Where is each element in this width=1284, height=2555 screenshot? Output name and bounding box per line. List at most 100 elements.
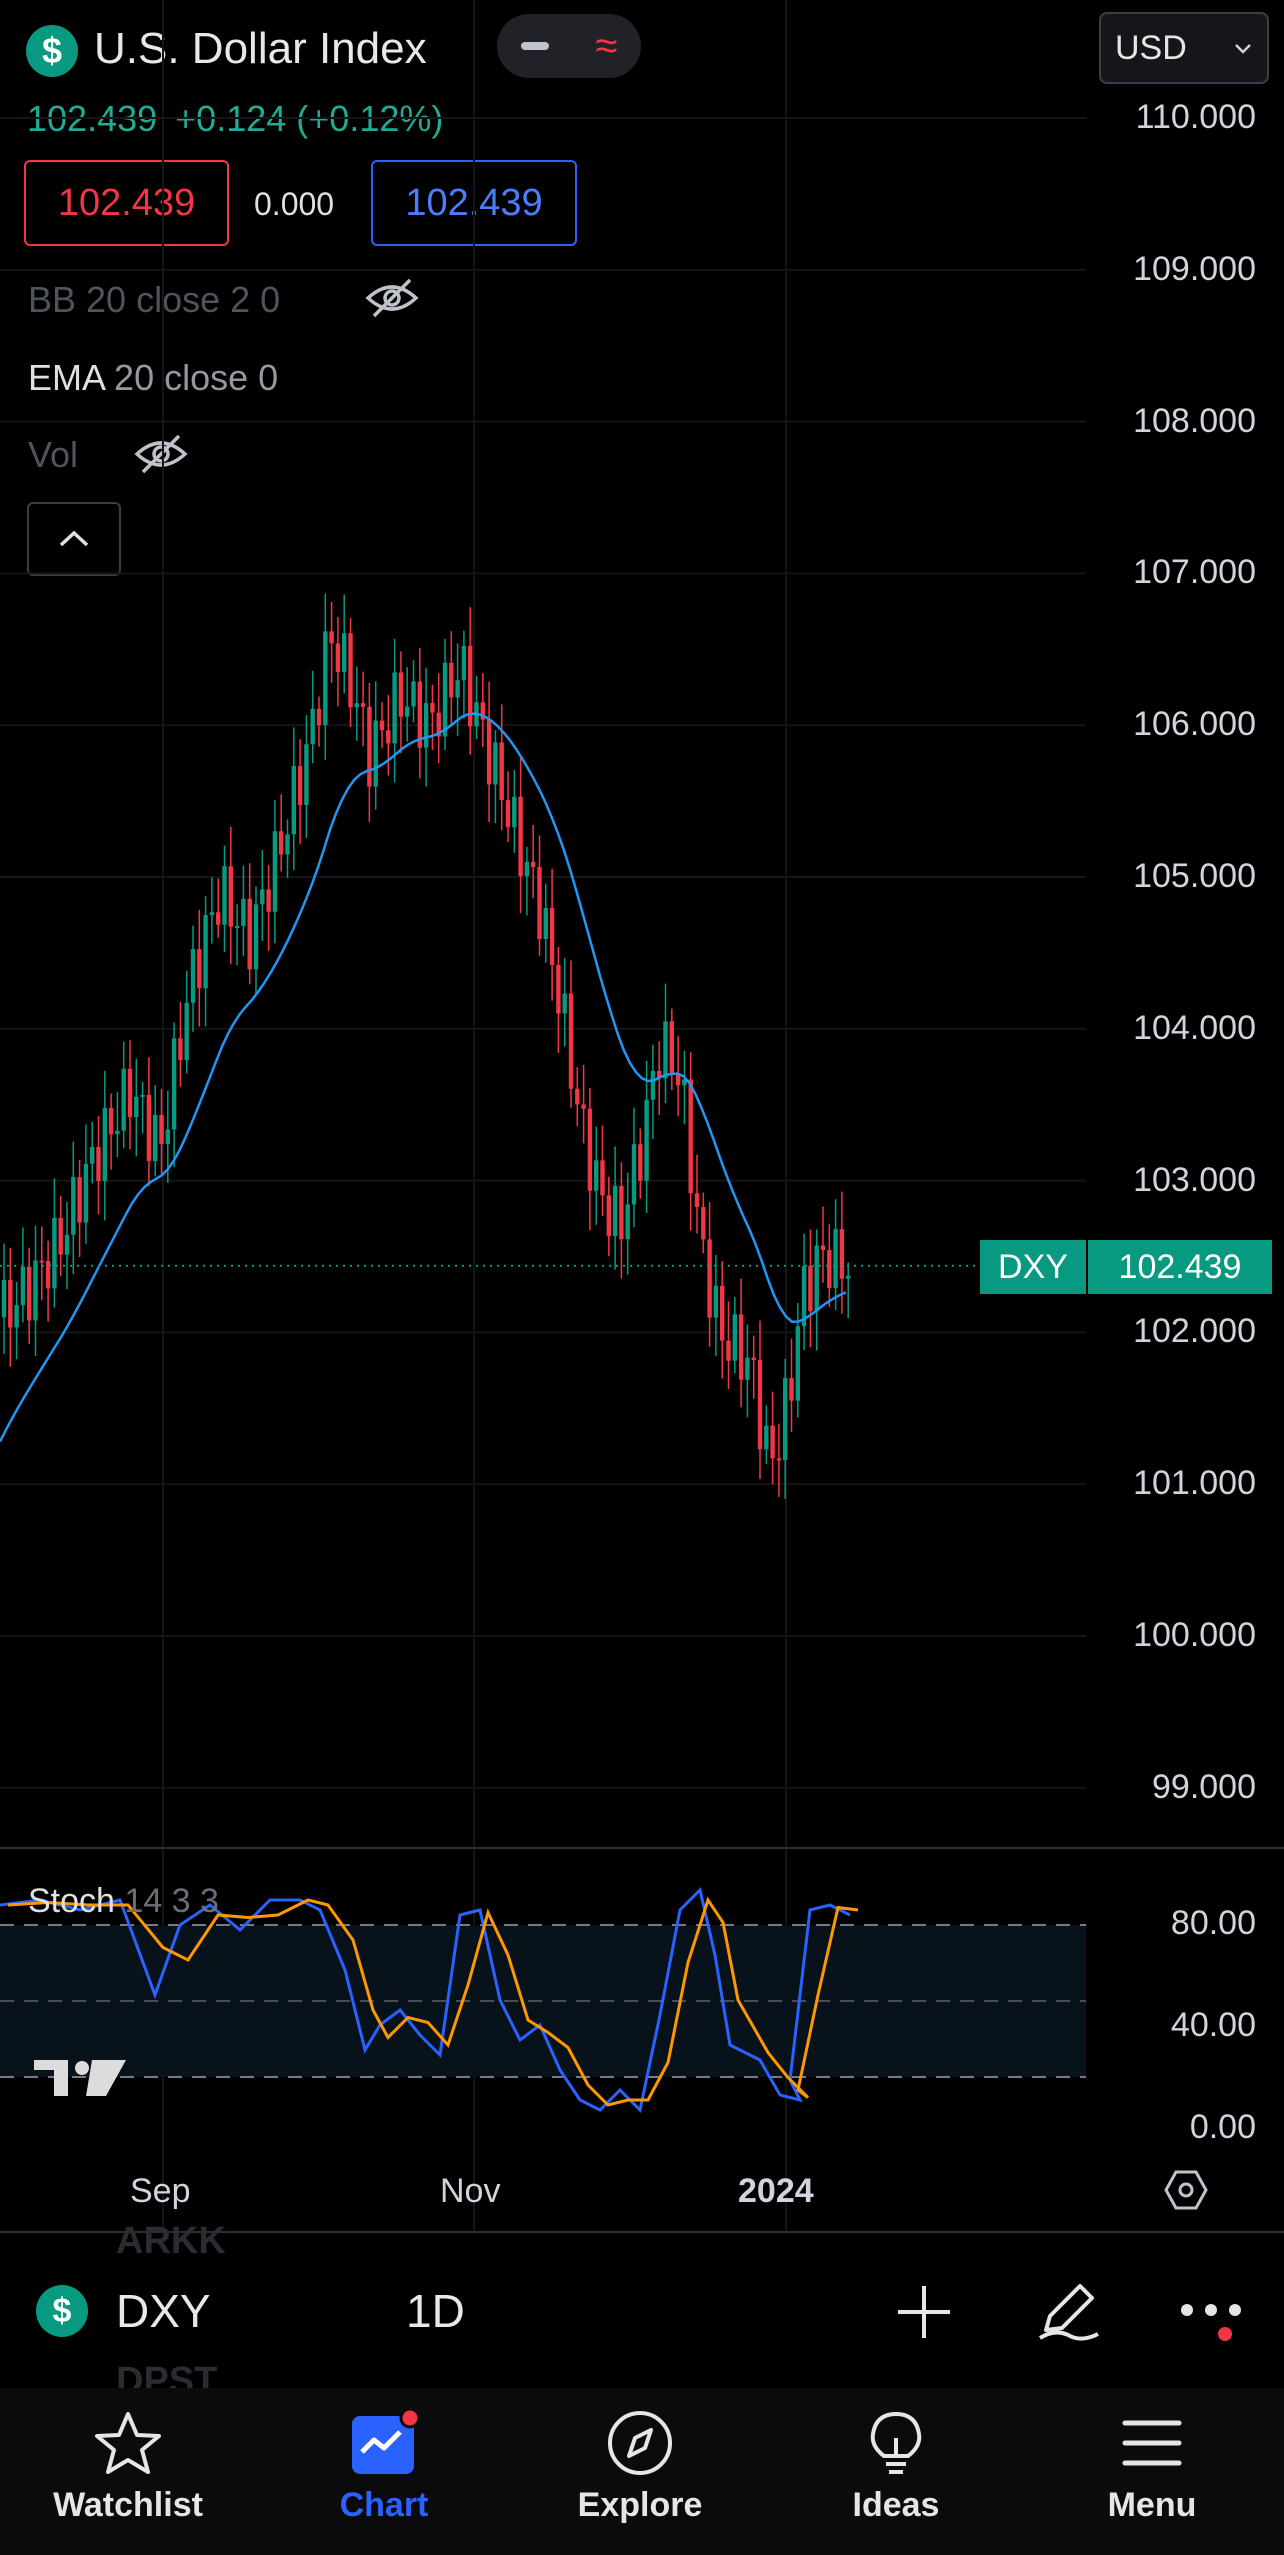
candle — [222, 845, 227, 952]
candle — [764, 1405, 769, 1464]
drawing-pen-icon[interactable] — [1036, 2278, 1102, 2344]
ema-indicator-label[interactable]: EMA 20 close 0 — [28, 357, 278, 399]
y-tick-label: 109.000 — [1133, 249, 1256, 288]
candle — [77, 1159, 82, 1258]
y-tick-label: 104.000 — [1133, 1008, 1256, 1047]
currency-select[interactable]: USD — [1099, 12, 1269, 84]
candle — [297, 739, 303, 845]
symbol-title[interactable]: U.S. Dollar Index — [94, 24, 427, 73]
symbol-search-button[interactable]: DXY — [116, 2285, 211, 2337]
y-tick-label: 101.000 — [1133, 1464, 1256, 1503]
nav-item-ideas[interactable]: Ideas — [768, 2388, 1024, 2555]
interval-button[interactable]: 1D — [406, 2285, 465, 2337]
candle — [134, 1058, 139, 1157]
ema-name: EMA — [28, 357, 105, 398]
eye-off-icon[interactable] — [362, 276, 422, 320]
candle — [720, 1261, 725, 1379]
chart-icon — [352, 2408, 420, 2474]
y-tick-label: 103.000 — [1133, 1160, 1256, 1199]
candle — [342, 594, 347, 694]
price-chart[interactable] — [0, 0, 1284, 2240]
nav-item-watchlist[interactable]: Watchlist — [0, 2388, 256, 2555]
candle — [323, 593, 328, 760]
y-tick-label: 110.000 — [1135, 98, 1256, 136]
x-tick-label: Sep — [130, 2172, 191, 2210]
candle — [581, 1064, 586, 1144]
candle — [638, 1128, 643, 1199]
candle — [71, 1141, 76, 1275]
candle — [783, 1358, 788, 1500]
symbol-logo-icon: $ — [26, 25, 78, 77]
chevron-up-icon — [59, 530, 89, 547]
candle — [159, 1088, 164, 1175]
vol-indicator-label[interactable]: Vol — [28, 434, 79, 475]
stoch-d-line — [7, 1896, 859, 2107]
nav-item-menu[interactable]: Menu — [1024, 2388, 1280, 2555]
candle — [814, 1229, 819, 1351]
candle — [367, 682, 372, 823]
candle — [285, 819, 290, 879]
lightbulb-icon — [870, 2412, 922, 2474]
stoch-tick-label: 80.00 — [1170, 1904, 1256, 1942]
candle — [398, 651, 404, 754]
candle — [360, 671, 366, 747]
candle — [675, 1036, 681, 1117]
candle — [631, 1107, 637, 1228]
candle — [518, 758, 523, 914]
nav-item-explore[interactable]: Explore — [512, 2388, 768, 2555]
sell-button[interactable]: 102.439 — [24, 160, 229, 246]
hamburger-menu-icon — [1122, 2420, 1182, 2466]
spread-value: 0.000 — [254, 186, 335, 222]
candle — [58, 1195, 63, 1277]
candle — [587, 1087, 593, 1231]
candle — [121, 1041, 126, 1149]
candle — [379, 702, 385, 748]
candle — [625, 1172, 630, 1275]
bb-indicator-label[interactable]: BB 20 close 2 0 — [28, 279, 281, 320]
candle — [524, 846, 530, 916]
y-tick-label: 102.000 — [1133, 1312, 1256, 1351]
chart-style-toggle[interactable]: ≈ — [497, 14, 641, 78]
candle — [701, 1192, 706, 1254]
candle — [468, 607, 473, 755]
stoch-indicator-label[interactable]: Stoch 14 3 3 — [28, 1882, 219, 1921]
stoch-name: Stoch — [28, 1882, 115, 1920]
candle — [178, 1001, 183, 1087]
more-icon[interactable] — [1178, 2296, 1244, 2346]
wave-icon[interactable]: ≈ — [595, 24, 618, 68]
candle — [556, 947, 561, 1053]
candle — [789, 1338, 794, 1432]
candle — [27, 1247, 32, 1344]
x-tick-label: Nov — [440, 2172, 501, 2210]
minus-icon[interactable] — [520, 42, 549, 50]
last-price-tag: 102.439 — [1088, 1240, 1272, 1294]
settings-icon[interactable] — [1162, 2168, 1210, 2212]
candle — [14, 1282, 19, 1360]
candle — [480, 673, 485, 747]
y-tick-label: 108.000 — [1133, 401, 1256, 440]
candle — [8, 1247, 13, 1367]
candle — [423, 667, 429, 787]
nav-item-chart[interactable]: Chart — [256, 2388, 512, 2555]
tradingview-logo-icon — [34, 2060, 126, 2096]
candle — [253, 886, 259, 995]
plus-icon[interactable] — [894, 2282, 954, 2342]
candle — [272, 800, 278, 944]
candle — [770, 1391, 775, 1485]
candle — [216, 878, 221, 938]
candle — [241, 865, 246, 957]
candle — [745, 1324, 750, 1418]
candle — [316, 696, 322, 747]
candle — [726, 1301, 731, 1389]
collapse-legend-button[interactable] — [27, 502, 121, 576]
compass-icon — [608, 2411, 672, 2475]
eye-off-icon[interactable] — [131, 432, 191, 476]
candle — [52, 1178, 57, 1308]
candle — [512, 769, 517, 853]
candle — [310, 670, 315, 764]
candle — [33, 1225, 38, 1357]
stoch-params: 14 3 3 — [124, 1882, 219, 1920]
candle — [669, 1008, 674, 1091]
candle — [682, 1050, 687, 1125]
candle — [713, 1254, 719, 1356]
